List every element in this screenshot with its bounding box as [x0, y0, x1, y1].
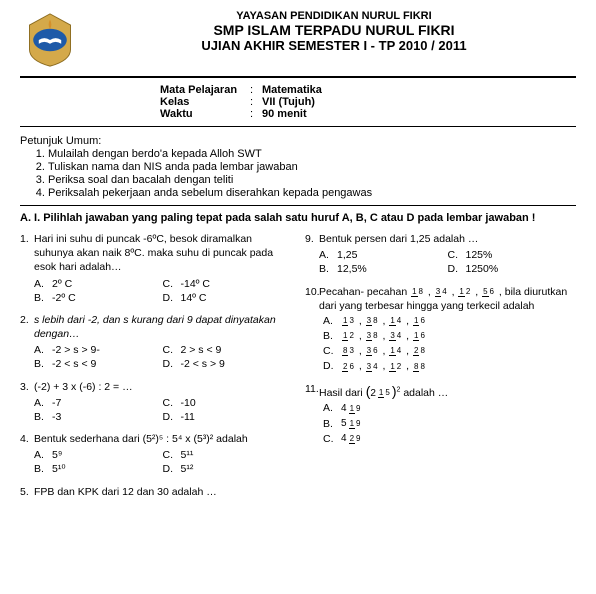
instructions-list: Mulailah dengan berdo'a kepada Alloh SWT…: [48, 148, 576, 199]
q4-opt-d: 5¹²: [181, 462, 194, 476]
q4-opt-c: 5¹¹: [181, 448, 194, 462]
exam-title: UJIAN AKHIR SEMESTER I - TP 2010 / 2011: [92, 38, 576, 53]
header: YAYASAN PENDIDIKAN NURUL FIKRI SMP ISLAM…: [20, 10, 576, 70]
instruction-item: Periksa soal dan bacalah dengan teliti: [48, 174, 576, 186]
meta-label: Kelas: [160, 96, 250, 108]
logo: [20, 10, 80, 70]
meta-block: Mata Pelajaran : Matematika Kelas : VII …: [160, 84, 576, 120]
meta-label: Mata Pelajaran: [160, 84, 250, 96]
q2-opt-a: -2 > s > 9-: [52, 343, 100, 357]
q11-opt-b: 519: [341, 417, 362, 431]
question-1: 1.Hari ini suhu di puncak -6ºC, besok di…: [20, 232, 291, 305]
org-name: YAYASAN PENDIDIKAN NURUL FIKRI: [92, 10, 576, 22]
instruction-item: Mulailah dengan berdo'a kepada Alloh SWT: [48, 148, 576, 160]
q2-text: s lebih dari -2, dan s kurang dari 9 dap…: [34, 314, 276, 340]
school-name: SMP ISLAM TERPADU NURUL FIKRI: [92, 22, 576, 38]
divider: [20, 76, 576, 78]
q9-opt-a: 1,25: [337, 248, 357, 262]
question-3: 3.(-2) + 3 x (-6) : 2 = … A.-7 B.-3 C.-1…: [20, 380, 291, 425]
meta-row: Mata Pelajaran : Matematika: [160, 84, 576, 96]
title-block: YAYASAN PENDIDIKAN NURUL FIKRI SMP ISLAM…: [92, 10, 576, 53]
q10-text: Pecahan- pecahan 18 , 34 , 12 , 56 , bil…: [319, 285, 576, 313]
q10-opt-d: 26 , 34 , 12 , 88: [341, 359, 427, 373]
section-title: A. I. Pilihlah jawaban yang paling tepat…: [20, 212, 576, 224]
meta-row: Kelas : VII (Tujuh): [160, 96, 576, 108]
meta-row: Waktu : 90 menit: [160, 108, 576, 120]
meta-value: 90 menit: [262, 108, 307, 120]
q2-opt-d: -2 < s > 9: [181, 357, 225, 371]
q10-opt-a: 13 , 38 , 14 , 16: [341, 314, 427, 328]
q1-text: Hari ini suhu di puncak -6ºC, besok dira…: [34, 232, 291, 275]
question-9: 9.Bentuk persen dari 1,25 adalah … A.1,2…: [305, 232, 576, 277]
q9-opt-d: 1250%: [466, 262, 499, 276]
q3-text: (-2) + 3 x (-6) : 2 = …: [34, 380, 291, 394]
meta-value: VII (Tujuh): [262, 96, 315, 108]
q4-opt-b: 5¹⁰: [52, 462, 66, 476]
q2-opt-c: 2 > s < 9: [181, 343, 222, 357]
q10-opt-b: 12 , 38 , 34 , 16: [341, 329, 427, 343]
divider: [20, 205, 576, 206]
q1-opt-d: 14º C: [181, 291, 207, 305]
q10-opt-c: 83 , 36 , 14 , 28: [341, 344, 427, 358]
instruction-item: Periksalah pekerjaan anda sebelum disera…: [48, 187, 576, 199]
q4-opt-a: 5⁹: [52, 448, 62, 462]
q1-opt-a: 2º C: [52, 277, 72, 291]
right-column: 9.Bentuk persen dari 1,25 adalah … A.1,2…: [305, 232, 576, 507]
q4-text: Bentuk sederhana dari (5²)⁵ : 5⁴ x (5³)²…: [34, 432, 291, 446]
instructions-title: Petunjuk Umum:: [20, 135, 576, 147]
q2-opt-b: -2 < s < 9: [52, 357, 96, 371]
q9-text: Bentuk persen dari 1,25 adalah …: [319, 232, 576, 246]
q3-opt-b: -3: [52, 410, 61, 424]
q3-opt-d: -11: [181, 410, 195, 424]
left-column: 1.Hari ini suhu di puncak -6ºC, besok di…: [20, 232, 291, 507]
q1-opt-b: -2º C: [52, 291, 76, 305]
question-10: 10. Pecahan- pecahan 18 , 34 , 12 , 56 ,…: [305, 285, 576, 374]
q9-opt-c: 125%: [466, 248, 493, 262]
question-columns: 1.Hari ini suhu di puncak -6ºC, besok di…: [20, 232, 576, 507]
q3-opt-a: -7: [52, 396, 61, 410]
q11-opt-a: 419: [341, 401, 362, 415]
q11-text: Hasil dari (215)2 adalah …: [319, 382, 576, 401]
meta-value: Matematika: [262, 84, 322, 96]
meta-label: Waktu: [160, 108, 250, 120]
question-2: 2.s lebih dari -2, dan s kurang dari 9 d…: [20, 313, 291, 372]
instruction-item: Tuliskan nama dan NIS anda pada lembar j…: [48, 161, 576, 173]
q9-opt-b: 12,5%: [337, 262, 367, 276]
q11-opt-c: 429: [341, 432, 362, 446]
question-4: 4.Bentuk sederhana dari (5²)⁵ : 5⁴ x (5³…: [20, 432, 291, 477]
q5-text: FPB dan KPK dari 12 dan 30 adalah …: [34, 485, 291, 499]
question-5: 5.FPB dan KPK dari 12 dan 30 adalah …: [20, 485, 291, 499]
question-11: 11. Hasil dari (215)2 adalah … A. 419 B.…: [305, 382, 576, 446]
q1-opt-c: -14º C: [181, 277, 211, 291]
divider: [20, 126, 576, 127]
q3-opt-c: -10: [181, 396, 196, 410]
